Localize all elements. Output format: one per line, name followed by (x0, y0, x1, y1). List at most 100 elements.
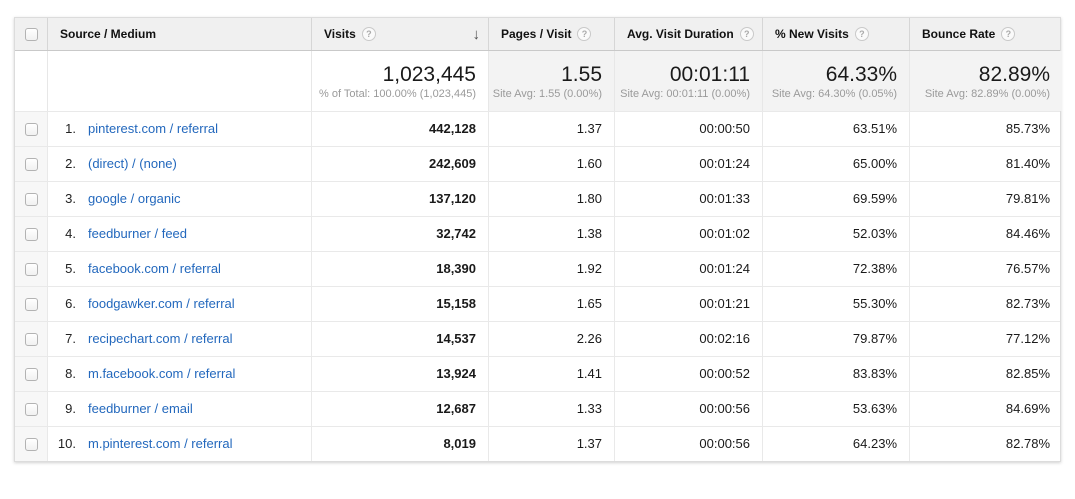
column-header-bounce-rate[interactable]: Bounce Rate ? (909, 18, 1062, 50)
table-row: 5. facebook.com / referral 18,390 1.92 00… (15, 251, 1060, 286)
column-label: Visits (324, 27, 356, 41)
row-checkbox[interactable] (24, 192, 38, 206)
row-rank: 5. (65, 261, 76, 276)
table-row: 2. (direct) / (none) 242,609 1.60 00:01:2… (15, 146, 1060, 181)
table-row: 8. m.facebook.com / referral 13,924 1.41 … (15, 356, 1060, 391)
summary-spacer (47, 51, 311, 111)
pct-new-visits-cell: 69.59% (762, 182, 909, 216)
avg-visit-duration-cell: 00:01:24 (614, 147, 762, 181)
summary-subtext: Site Avg: 1.55 (0.00%) (492, 87, 602, 100)
pct-new-visits-cell: 53.63% (762, 392, 909, 426)
source-medium-link[interactable]: foodgawker.com / referral (88, 296, 235, 311)
source-medium-link[interactable]: feedburner / feed (88, 226, 188, 241)
row-checkbox-cell (15, 252, 47, 286)
row-rank: 1. (65, 121, 76, 136)
source-medium-link[interactable]: google / organic (88, 191, 181, 206)
avg-visit-duration-cell: 00:01:02 (614, 217, 762, 251)
table-row: 7. recipechart.com / referral 14,537 2.26… (15, 321, 1060, 356)
row-checkbox[interactable] (24, 367, 38, 381)
avg-visit-duration-cell: 00:02:16 (614, 322, 762, 356)
row-rank: 7. (65, 331, 76, 346)
source-medium-link[interactable]: facebook.com / referral (88, 261, 221, 276)
select-all-checkbox[interactable] (24, 27, 38, 41)
visits-cell: 242,609 (311, 147, 488, 181)
row-rank: 10. (57, 436, 76, 451)
column-label: Pages / Visit (501, 27, 572, 41)
row-checkbox[interactable] (24, 297, 38, 311)
avg-visit-duration-cell: 00:00:52 (614, 357, 762, 391)
row-checkbox[interactable] (24, 437, 38, 451)
row-checkbox-cell (15, 217, 47, 251)
source-medium-cell: 9. feedburner / email (47, 392, 311, 426)
table-row: 3. google / organic 137,120 1.80 00:01:33… (15, 181, 1060, 216)
pct-new-visits-cell: 72.38% (762, 252, 909, 286)
column-header-pages-per-visit[interactable]: Pages / Visit ? (488, 18, 614, 50)
bounce-rate-cell: 82.85% (909, 357, 1062, 391)
source-medium-link[interactable]: feedburner / email (88, 401, 193, 416)
summary-subtext: Site Avg: 64.30% (0.05%) (771, 87, 897, 100)
column-label: Bounce Rate (922, 27, 996, 41)
source-medium-link[interactable]: pinterest.com / referral (88, 121, 219, 136)
source-medium-link[interactable]: (direct) / (none) (88, 156, 177, 171)
pages-per-visit-cell: 2.26 (488, 322, 614, 356)
summary-spacer (15, 51, 47, 111)
visits-cell: 32,742 (311, 217, 488, 251)
help-icon[interactable]: ? (854, 27, 869, 41)
avg-visit-duration-cell: 00:00:56 (614, 392, 762, 426)
analytics-table: Source / Medium Visits ? ↓ Pages / Visit… (14, 17, 1062, 462)
row-rank: 8. (65, 366, 76, 381)
visits-cell: 12,687 (311, 392, 488, 426)
source-medium-link[interactable]: recipechart.com / referral (88, 331, 233, 346)
row-checkbox[interactable] (24, 402, 38, 416)
help-icon[interactable]: ? (577, 27, 592, 41)
visits-cell: 14,537 (311, 322, 488, 356)
column-header-visits[interactable]: Visits ? ↓ (311, 18, 488, 50)
bounce-rate-cell: 84.69% (909, 392, 1062, 426)
row-checkbox[interactable] (24, 262, 38, 276)
column-header-source-medium[interactable]: Source / Medium (47, 18, 311, 50)
bounce-rate-cell: 77.12% (909, 322, 1062, 356)
column-label: % New Visits (775, 27, 849, 41)
row-checkbox[interactable] (24, 157, 38, 171)
table-header-row: Source / Medium Visits ? ↓ Pages / Visit… (15, 18, 1060, 51)
source-medium-link[interactable]: m.facebook.com / referral (88, 366, 236, 381)
select-all-cell (15, 18, 47, 50)
column-header-avg-visit-duration[interactable]: Avg. Visit Duration ? (614, 18, 762, 50)
source-medium-link[interactable]: m.pinterest.com / referral (88, 436, 233, 451)
row-checkbox-cell (15, 427, 47, 461)
pages-per-visit-cell: 1.92 (488, 252, 614, 286)
help-icon[interactable]: ? (1001, 27, 1016, 41)
summary-row: 1,023,445 % of Total: 100.00% (1,023,445… (15, 51, 1062, 111)
row-checkbox-cell (15, 322, 47, 356)
pages-per-visit-cell: 1.37 (488, 112, 614, 146)
visits-cell: 15,158 (311, 287, 488, 321)
help-icon[interactable]: ? (361, 27, 376, 41)
summary-pages-per-visit: 1.55 Site Avg: 1.55 (0.00%) (488, 51, 614, 111)
visits-cell: 137,120 (311, 182, 488, 216)
summary-bounce-rate: 82.89% Site Avg: 82.89% (0.00%) (909, 51, 1062, 111)
source-medium-cell: 1. pinterest.com / referral (47, 112, 311, 146)
row-checkbox-cell (15, 182, 47, 216)
pct-new-visits-cell: 64.23% (762, 427, 909, 461)
bounce-rate-cell: 84.46% (909, 217, 1062, 251)
row-checkbox[interactable] (24, 332, 38, 346)
row-checkbox[interactable] (24, 227, 38, 241)
summary-avg-visit-duration: 00:01:11 Site Avg: 00:01:11 (0.00%) (614, 51, 762, 111)
column-label: Avg. Visit Duration (627, 27, 734, 41)
source-medium-cell: 2. (direct) / (none) (47, 147, 311, 181)
row-checkbox-cell (15, 392, 47, 426)
sort-descending-icon[interactable]: ↓ (472, 25, 481, 43)
help-icon[interactable]: ? (739, 27, 754, 41)
summary-value: 00:01:11 (669, 62, 750, 86)
summary-subtext: Site Avg: 00:01:11 (0.00%) (620, 87, 750, 100)
source-medium-cell: 3. google / organic (47, 182, 311, 216)
pages-per-visit-cell: 1.38 (488, 217, 614, 251)
table-row: 4. feedburner / feed 32,742 1.38 00:01:02… (15, 216, 1060, 251)
row-rank: 6. (65, 296, 76, 311)
row-checkbox[interactable] (24, 122, 38, 136)
table-body: 1. pinterest.com / referral 442,128 1.37 … (15, 111, 1060, 461)
row-rank: 4. (65, 226, 76, 241)
pct-new-visits-cell: 79.87% (762, 322, 909, 356)
column-header-pct-new-visits[interactable]: % New Visits ? (762, 18, 909, 50)
source-medium-cell: 10. m.pinterest.com / referral (47, 427, 311, 461)
